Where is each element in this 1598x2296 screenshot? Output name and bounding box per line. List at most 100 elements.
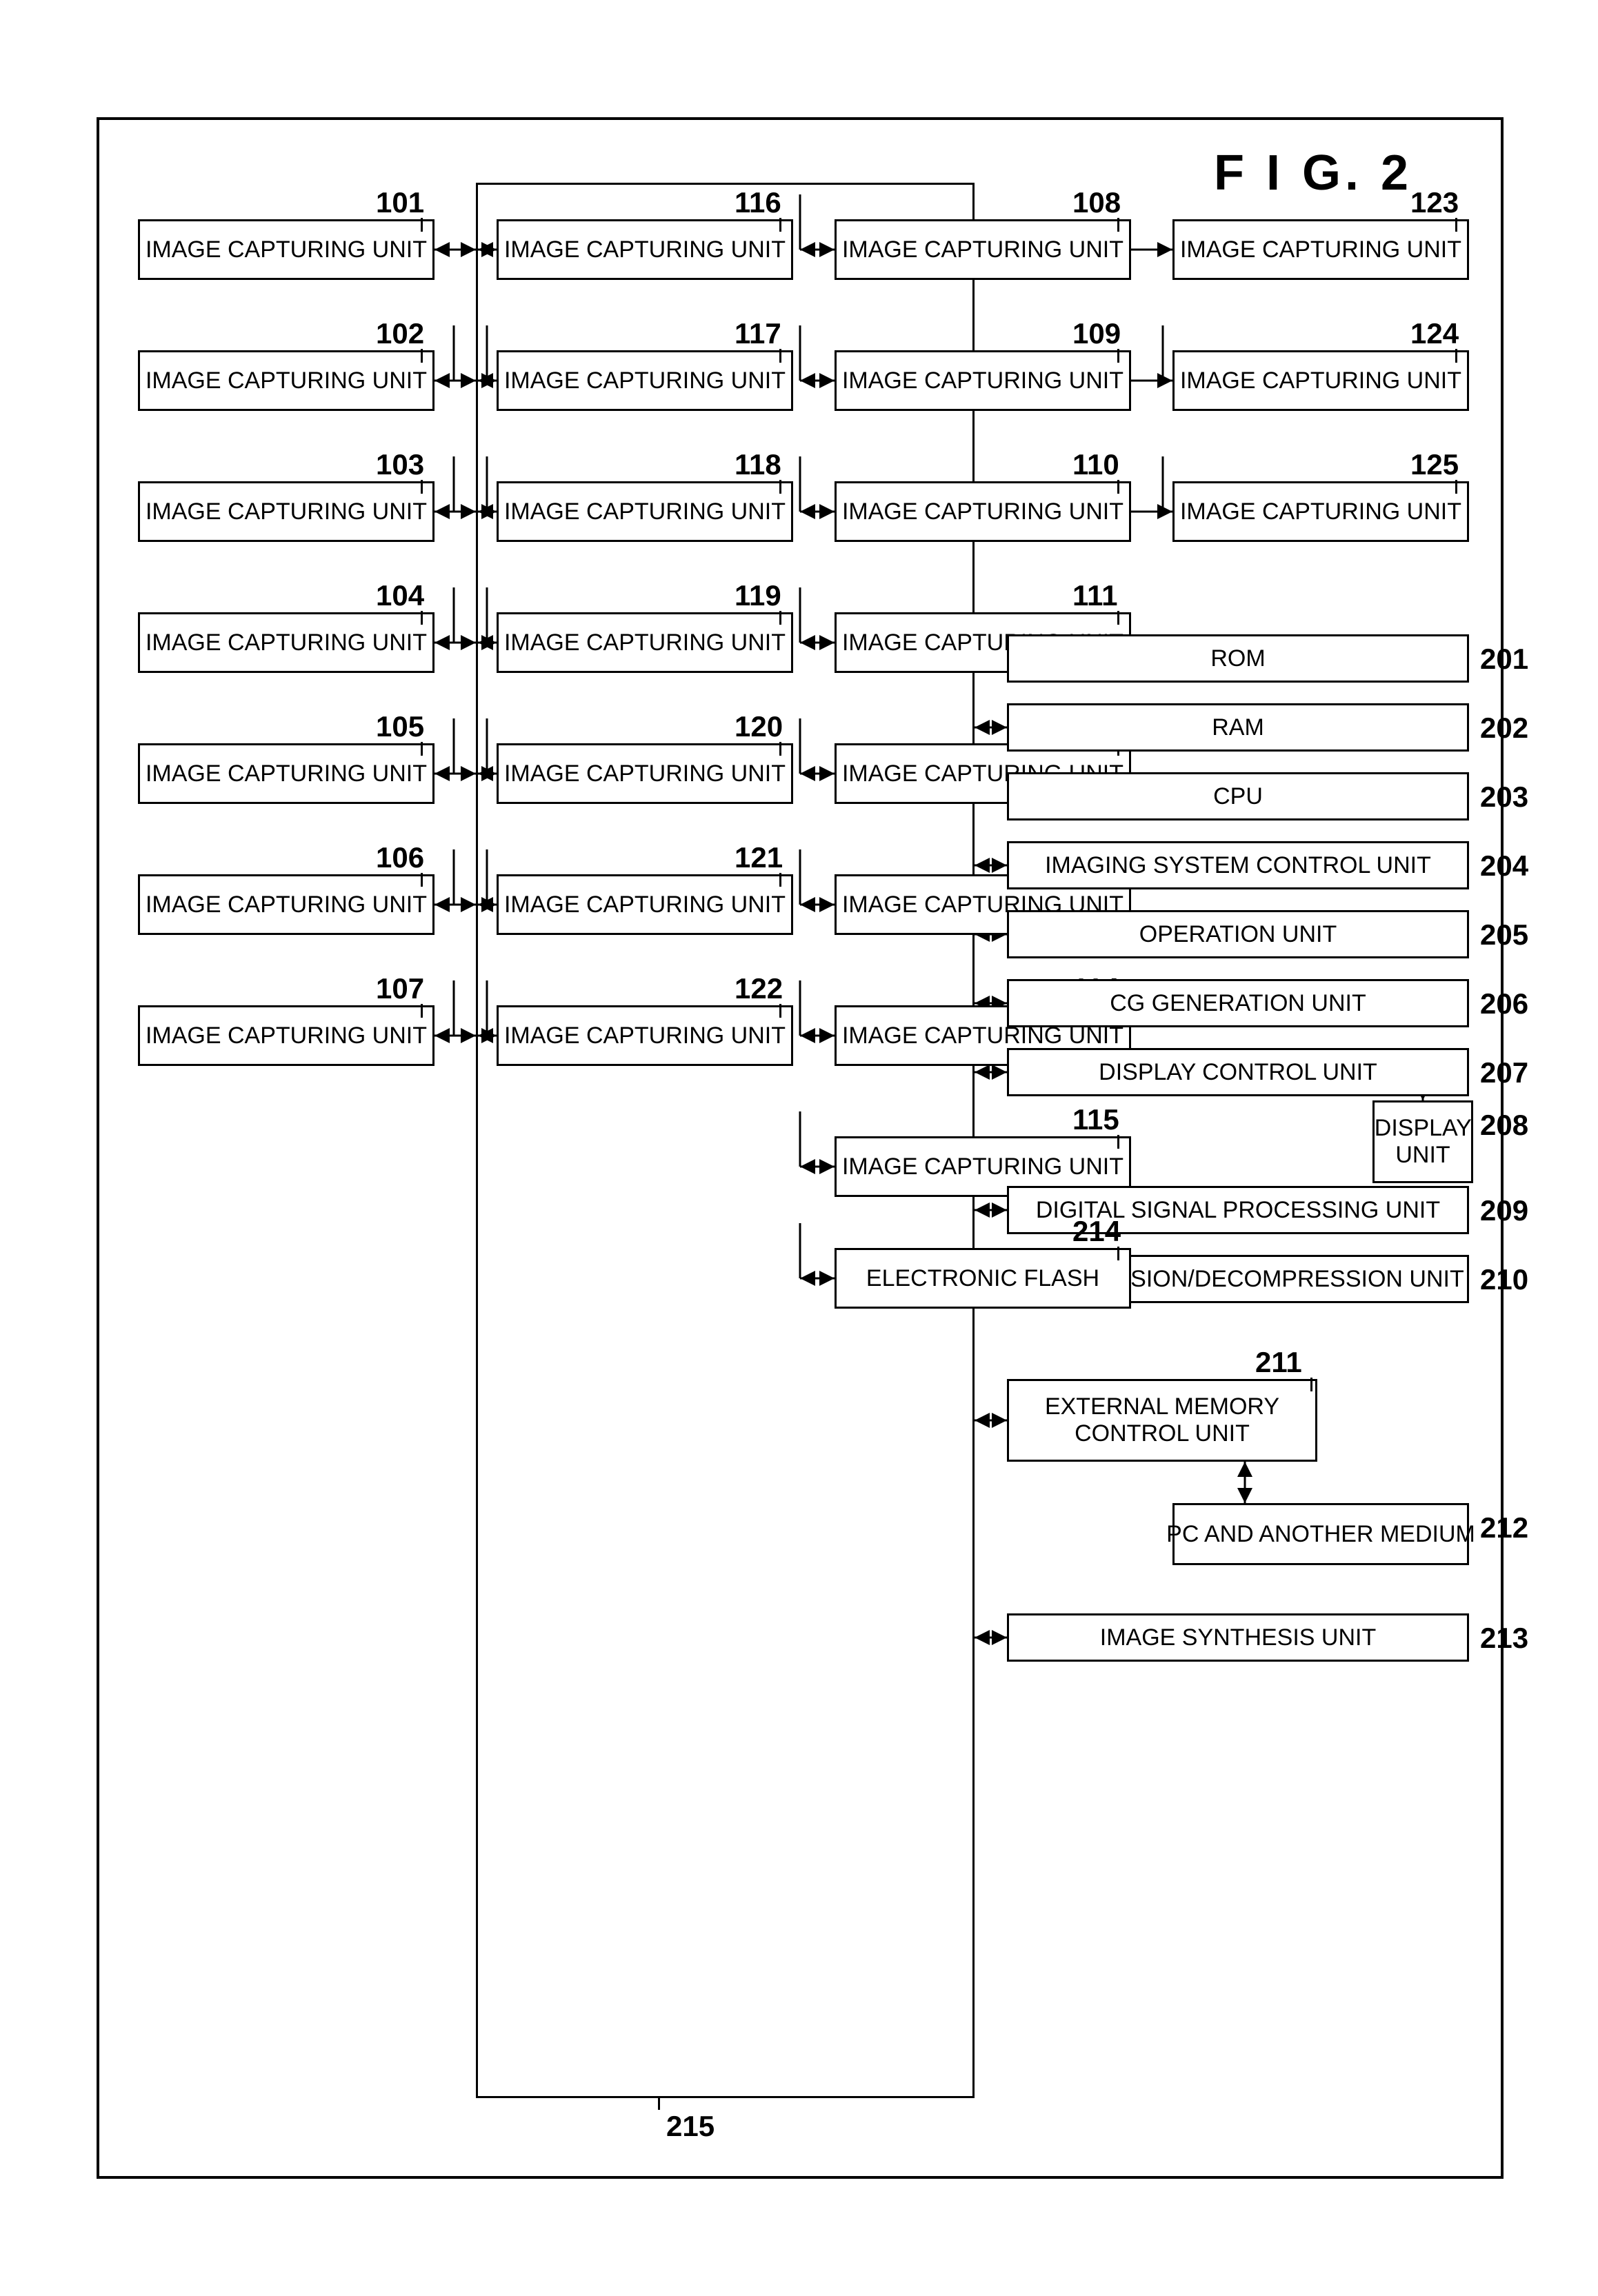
block-201-label: ROM [1210,645,1265,672]
icu-125-label: IMAGE CAPTURING UNIT [1180,499,1461,525]
block-211: EXTERNAL MEMORY CONTROL UNIT [1007,1379,1317,1462]
ref-121: 121 [735,841,783,874]
icu-123: IMAGE CAPTURING UNIT [1172,219,1469,280]
icu-104: IMAGE CAPTURING UNIT [138,612,435,673]
ref-tick [1117,349,1119,363]
ref-201: 201 [1480,643,1528,676]
icu-118: IMAGE CAPTURING UNIT [497,481,793,542]
icu-121: IMAGE CAPTURING UNIT [497,874,793,935]
ref-tick [421,349,423,363]
block-207: DISPLAY CONTROL UNIT [1007,1048,1469,1096]
ref-119: 119 [735,579,781,612]
ref-211: 211 [1255,1346,1302,1379]
ref-tick [779,349,781,363]
ref-103: 103 [376,448,424,481]
ref-108: 108 [1072,186,1121,219]
block-202: RAM [1007,703,1469,752]
block-208-label: DISPLAY UNIT [1375,1115,1471,1169]
ref-tick [421,742,423,756]
ref-125: 125 [1410,448,1459,481]
icu-109: IMAGE CAPTURING UNIT [835,350,1131,411]
ref-tick [779,218,781,232]
ref-210: 210 [1480,1263,1528,1296]
ref-tick [1117,1247,1119,1260]
ref-tick [1310,1378,1312,1391]
ref-tick [1117,1135,1119,1149]
ref-122: 122 [735,972,783,1005]
ref-tick [779,742,781,756]
icu-115-label: IMAGE CAPTURING UNIT [842,1154,1123,1180]
ref-tick [421,480,423,494]
ref-202: 202 [1480,712,1528,745]
block-213-label: IMAGE SYNTHESIS UNIT [1100,1624,1377,1651]
icu-105: IMAGE CAPTURING UNIT [138,743,435,804]
icu-122-label: IMAGE CAPTURING UNIT [504,1023,786,1049]
icu-107-label: IMAGE CAPTURING UNIT [146,1023,427,1049]
block-205-label: OPERATION UNIT [1139,921,1337,948]
ref-tick [779,611,781,625]
icu-123-label: IMAGE CAPTURING UNIT [1180,236,1461,263]
ref-tick [779,873,781,887]
ref-110: 110 [1072,448,1119,481]
block-203-label: CPU [1213,783,1263,810]
icu-106-label: IMAGE CAPTURING UNIT [146,892,427,918]
ref-105: 105 [376,710,424,743]
icu-103: IMAGE CAPTURING UNIT [138,481,435,542]
block-208: DISPLAY UNIT [1372,1100,1473,1183]
icu-120: IMAGE CAPTURING UNIT [497,743,793,804]
ref-115: 115 [1072,1103,1119,1136]
ref-tick [1117,218,1119,232]
ref-124: 124 [1410,317,1459,350]
ref-tick [779,1004,781,1018]
icu-102: IMAGE CAPTURING UNIT [138,350,435,411]
block-214: ELECTRONIC FLASH [835,1248,1131,1309]
ref-tick [1117,611,1119,625]
block-206-label: CG GENERATION UNIT [1110,990,1366,1017]
icu-109-label: IMAGE CAPTURING UNIT [842,367,1123,394]
ref-109: 109 [1072,317,1121,350]
ref-208: 208 [1480,1109,1528,1142]
ref-tick [1117,480,1119,494]
icu-105-label: IMAGE CAPTURING UNIT [146,761,427,787]
icu-106: IMAGE CAPTURING UNIT [138,874,435,935]
icu-101: IMAGE CAPTURING UNIT [138,219,435,280]
ref-101: 101 [376,186,424,219]
block-201: ROM [1007,634,1469,683]
ref-tick [779,480,781,494]
icu-125: IMAGE CAPTURING UNIT [1172,481,1469,542]
ref-214: 214 [1072,1215,1121,1248]
block-214-label: ELECTRONIC FLASH [866,1265,1099,1292]
block-202-label: RAM [1212,714,1264,741]
icu-122: IMAGE CAPTURING UNIT [497,1005,793,1066]
ref-tick [1455,349,1457,363]
ref-tick [421,1004,423,1018]
block-211-label: EXTERNAL MEMORY CONTROL UNIT [1009,1393,1315,1447]
ref-203: 203 [1480,781,1528,814]
ref-111: 111 [1072,579,1117,612]
block-204-label: IMAGING SYSTEM CONTROL UNIT [1045,852,1431,879]
ref-206: 206 [1480,987,1528,1020]
ref-tick [421,873,423,887]
block-203: CPU [1007,772,1469,820]
connection-overlay [0,0,1598,2296]
icu-116: IMAGE CAPTURING UNIT [497,219,793,280]
block-213: IMAGE SYNTHESIS UNIT [1007,1613,1469,1662]
ref-123: 123 [1410,186,1459,219]
icu-118-label: IMAGE CAPTURING UNIT [504,499,786,525]
ref-tick [421,218,423,232]
icu-121-label: IMAGE CAPTURING UNIT [504,892,786,918]
ref-212: 212 [1480,1511,1528,1544]
block-204: IMAGING SYSTEM CONTROL UNIT [1007,841,1469,889]
ref-118: 118 [735,448,781,481]
diagram-page: F I G. 2 215 IMAGE CAPTURING UNIT101IMAG… [0,0,1598,2296]
block-212: PC AND ANOTHER MEDIUM [1172,1503,1469,1565]
ref-tick [1455,218,1457,232]
icu-124-label: IMAGE CAPTURING UNIT [1180,367,1461,394]
icu-117: IMAGE CAPTURING UNIT [497,350,793,411]
icu-108: IMAGE CAPTURING UNIT [835,219,1131,280]
icu-102-label: IMAGE CAPTURING UNIT [146,367,427,394]
icu-108-label: IMAGE CAPTURING UNIT [842,236,1123,263]
icu-110-label: IMAGE CAPTURING UNIT [842,499,1123,525]
ref-213: 213 [1480,1622,1528,1655]
icu-103-label: IMAGE CAPTURING UNIT [146,499,427,525]
